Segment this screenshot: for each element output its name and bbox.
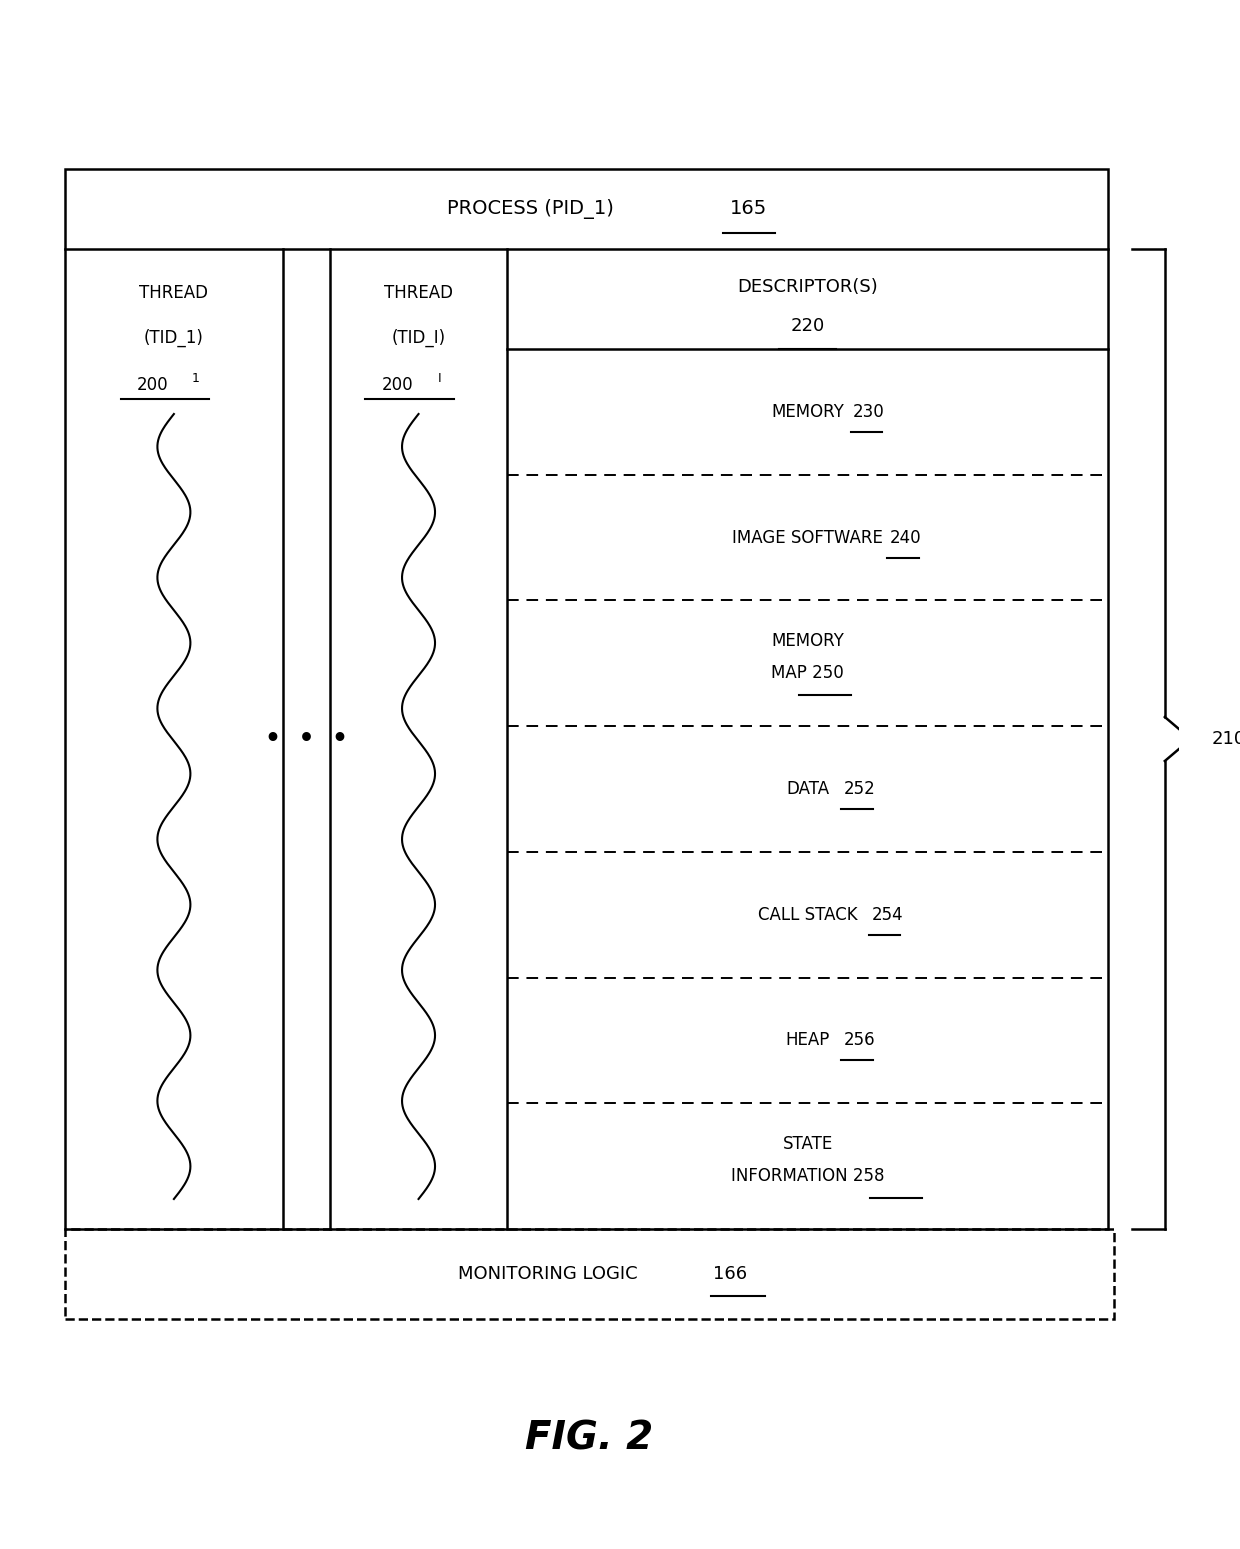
Text: 230: 230 <box>853 403 884 421</box>
Text: MEMORY: MEMORY <box>771 403 844 421</box>
Text: MEMORY: MEMORY <box>771 632 844 651</box>
Text: •  •  •: • • • <box>265 726 348 751</box>
Text: 166: 166 <box>713 1266 748 1283</box>
Text: HEAP: HEAP <box>785 1032 830 1049</box>
Text: I: I <box>438 372 441 386</box>
Text: PROCESS (PID_1): PROCESS (PID_1) <box>448 198 614 218</box>
Text: 240: 240 <box>889 528 921 547</box>
Text: 220: 220 <box>790 318 825 335</box>
Text: STATE: STATE <box>782 1135 833 1152</box>
Text: 252: 252 <box>843 781 875 798</box>
Text: 1: 1 <box>191 372 200 386</box>
Text: THREAD: THREAD <box>139 283 208 302</box>
Bar <box>64 169 1109 1228</box>
Text: FIG. 2: FIG. 2 <box>526 1420 653 1458</box>
Text: 254: 254 <box>872 906 903 923</box>
Text: 200: 200 <box>382 376 413 393</box>
Bar <box>64 1228 1114 1320</box>
Text: (TID_I): (TID_I) <box>392 328 445 347</box>
Text: MONITORING LOGIC: MONITORING LOGIC <box>459 1266 639 1283</box>
Text: MAP 250: MAP 250 <box>771 665 844 682</box>
Text: IMAGE SOFTWARE: IMAGE SOFTWARE <box>732 528 883 547</box>
Text: THREAD: THREAD <box>384 283 453 302</box>
Text: 165: 165 <box>730 200 768 218</box>
Text: 256: 256 <box>843 1032 875 1049</box>
Text: INFORMATION 258: INFORMATION 258 <box>730 1166 884 1185</box>
Text: DATA: DATA <box>786 781 830 798</box>
Text: CALL STACK: CALL STACK <box>758 906 857 923</box>
Text: DESCRIPTOR(S): DESCRIPTOR(S) <box>738 277 878 296</box>
Text: 200: 200 <box>136 376 169 393</box>
Text: 210: 210 <box>1211 730 1240 748</box>
Text: (TID_1): (TID_1) <box>144 328 203 347</box>
